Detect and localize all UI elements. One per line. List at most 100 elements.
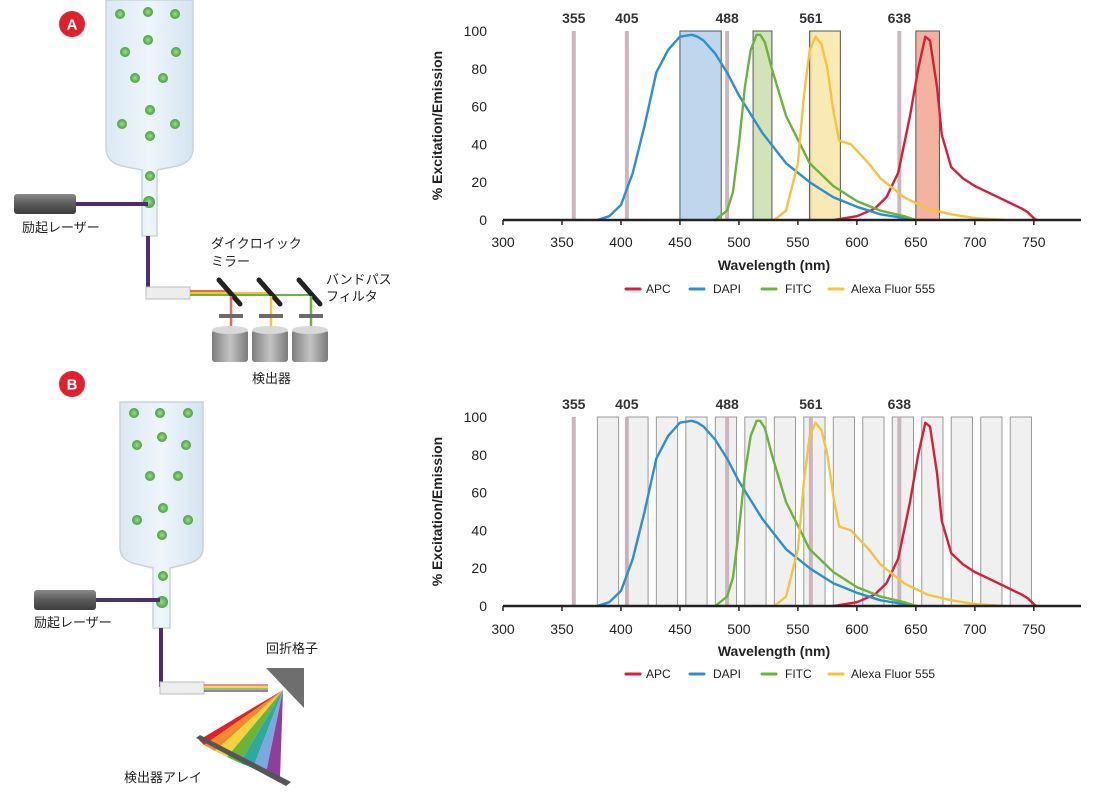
legend-label-dapi: DAPI — [713, 282, 741, 296]
legend-label-apc: APC — [646, 667, 671, 681]
panel-a-laser-label: 励起レーザー — [22, 221, 100, 236]
x-tick-label-350: 350 — [550, 234, 574, 250]
x-tick-label-550: 550 — [786, 234, 810, 250]
y-axis-title: % Excitation/Emission — [429, 437, 445, 586]
x-tick-label-650: 650 — [904, 234, 928, 250]
laser-label-561: 561 — [799, 10, 823, 26]
emission-beam — [190, 290, 312, 296]
panel-a-filter-label-2: フィルタ — [326, 290, 378, 305]
detector-band-3 — [655, 416, 679, 607]
laser-label-355: 355 — [562, 396, 586, 412]
y-tick-label-100: 100 — [464, 409, 488, 425]
legend-label-dapi: DAPI — [713, 667, 741, 681]
laser-label-488: 488 — [715, 396, 739, 412]
series-line-apc — [832, 421, 1038, 608]
y-tick-label-80: 80 — [471, 61, 487, 77]
panel-a-illustration: A 励起レーザー ダイクロイック ミラ — [14, 0, 392, 387]
detector-branches — [219, 296, 323, 330]
x-tick-label-450: 450 — [668, 621, 692, 637]
y-tick-label-0: 0 — [479, 598, 487, 614]
legend-label-fitc: FITC — [785, 282, 812, 296]
legend-label-alexa-fluor-555: Alexa Fluor 555 — [851, 667, 935, 681]
panel-a-mirror-label-1: ダイクロイック — [211, 237, 302, 252]
series-line-fitc — [714, 33, 918, 222]
y-tick-label-100: 100 — [464, 23, 488, 39]
detector-band-7 — [773, 416, 797, 607]
series-line-dapi — [596, 419, 918, 608]
emission-beam-b — [204, 684, 268, 692]
dichroic-mirrors — [216, 277, 323, 307]
legend-label-apc: APC — [646, 282, 671, 296]
x-tick-label-700: 700 — [963, 621, 987, 637]
x-tick-label-450: 450 — [668, 234, 692, 250]
x-tick-label-400: 400 — [609, 621, 633, 637]
detector-band-10 — [862, 416, 885, 607]
x-tick-label-500: 500 — [727, 234, 751, 250]
y-axis-title: % Excitation/Emission — [429, 51, 445, 200]
x-tick-label-750: 750 — [1022, 621, 1046, 637]
detector-band-6 — [744, 416, 767, 607]
panel-b-detector-array-label: 検出器アレイ — [124, 771, 202, 786]
x-tick-label-700: 700 — [963, 234, 987, 250]
laser-label-405: 405 — [615, 10, 639, 26]
detector-band-1 — [596, 416, 620, 607]
y-tick-label-0: 0 — [479, 212, 487, 228]
excitation-laser-body-b — [34, 590, 96, 610]
series-line-fitc — [714, 419, 918, 608]
x-axis-title: Wavelength (nm) — [718, 257, 830, 273]
x-tick-label-300: 300 — [491, 234, 515, 250]
y-tick-label-20: 20 — [471, 174, 487, 190]
x-tick-label-400: 400 — [609, 234, 633, 250]
laser-label-405: 405 — [615, 396, 639, 412]
laser-label-355: 355 — [562, 10, 586, 26]
detector-band-15 — [1009, 416, 1032, 607]
series-line-apc — [832, 35, 1038, 222]
detector-array — [196, 735, 291, 786]
y-tick-label-40: 40 — [471, 522, 487, 538]
y-tick-label-40: 40 — [471, 136, 487, 152]
panel-b-laser-label: 励起レーザー — [34, 616, 112, 631]
x-tick-label-500: 500 — [727, 621, 751, 637]
detector-band-8 — [803, 416, 826, 607]
panel-a-mirror-label-2: ミラー — [211, 255, 250, 270]
detector-band-13 — [950, 416, 973, 607]
detectors — [212, 326, 328, 362]
x-tick-label-650: 650 — [904, 621, 928, 637]
laser-label-488: 488 — [715, 10, 739, 26]
laser-label-638: 638 — [888, 396, 912, 412]
fiber-coupler — [145, 286, 191, 300]
x-tick-label-550: 550 — [786, 621, 810, 637]
laser-label-638: 638 — [888, 10, 912, 26]
panel-b-badge: B — [67, 377, 78, 394]
y-tick-label-20: 20 — [471, 560, 487, 576]
panel-a-badge-circle — [59, 11, 85, 37]
cell-particles — [115, 7, 181, 208]
panel-a-filter-label-1: バンドパス — [326, 273, 392, 288]
y-tick-label-60: 60 — [471, 99, 487, 115]
series-line-alexa-fluor-555 — [773, 35, 1006, 222]
panel-a-badge: A — [67, 17, 78, 34]
detector-band-4 — [685, 416, 708, 607]
panel-a-detector-label: 検出器 — [252, 372, 291, 387]
laser-label-561: 561 — [799, 396, 823, 412]
series-line-alexa-fluor-555 — [773, 421, 1006, 608]
series-line-dapi — [596, 33, 918, 222]
panel-b-badge-circle — [59, 371, 85, 397]
panel-b-grating-label: 回折格子 — [266, 641, 318, 657]
fiber-coupler-b — [159, 681, 205, 695]
legend-label-alexa-fluor-555: Alexa Fluor 555 — [851, 282, 935, 296]
y-tick-label-80: 80 — [471, 447, 487, 463]
bandpass-filter-1 — [679, 30, 722, 221]
flow-cell-tube — [105, 0, 194, 237]
y-tick-label-60: 60 — [471, 485, 487, 501]
x-tick-label-600: 600 — [845, 234, 869, 250]
excitation-laser-body — [14, 194, 76, 214]
x-tick-label-350: 350 — [550, 621, 574, 637]
x-axis-title: Wavelength (nm) — [718, 643, 830, 659]
dispersed-spectrum — [199, 690, 283, 778]
x-tick-label-300: 300 — [491, 621, 515, 637]
legend-label-fitc: FITC — [785, 667, 812, 681]
flow-cell-tube-b — [119, 401, 204, 629]
